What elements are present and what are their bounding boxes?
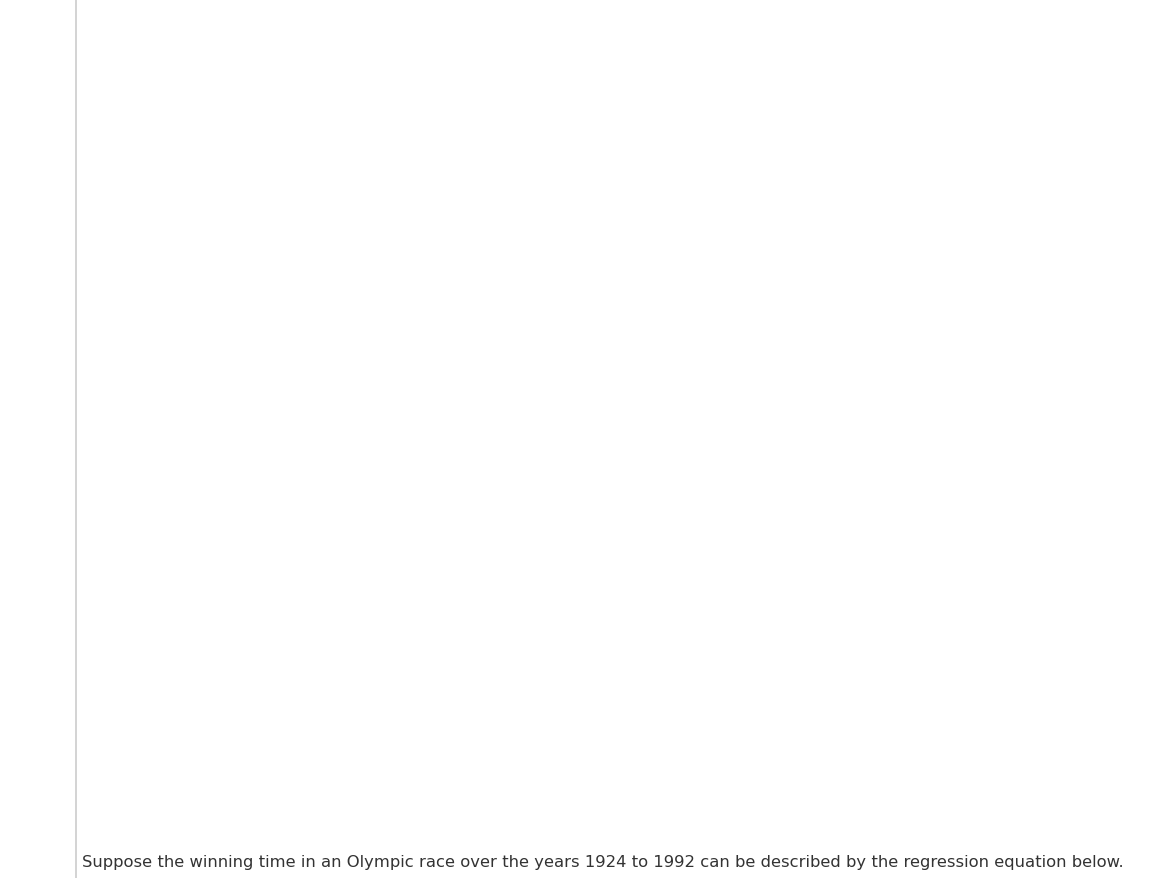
Text: Suppose the winning time in an Olympic race over the years 1924 to 1992 can be d: Suppose the winning time in an Olympic r… — [82, 854, 1123, 869]
